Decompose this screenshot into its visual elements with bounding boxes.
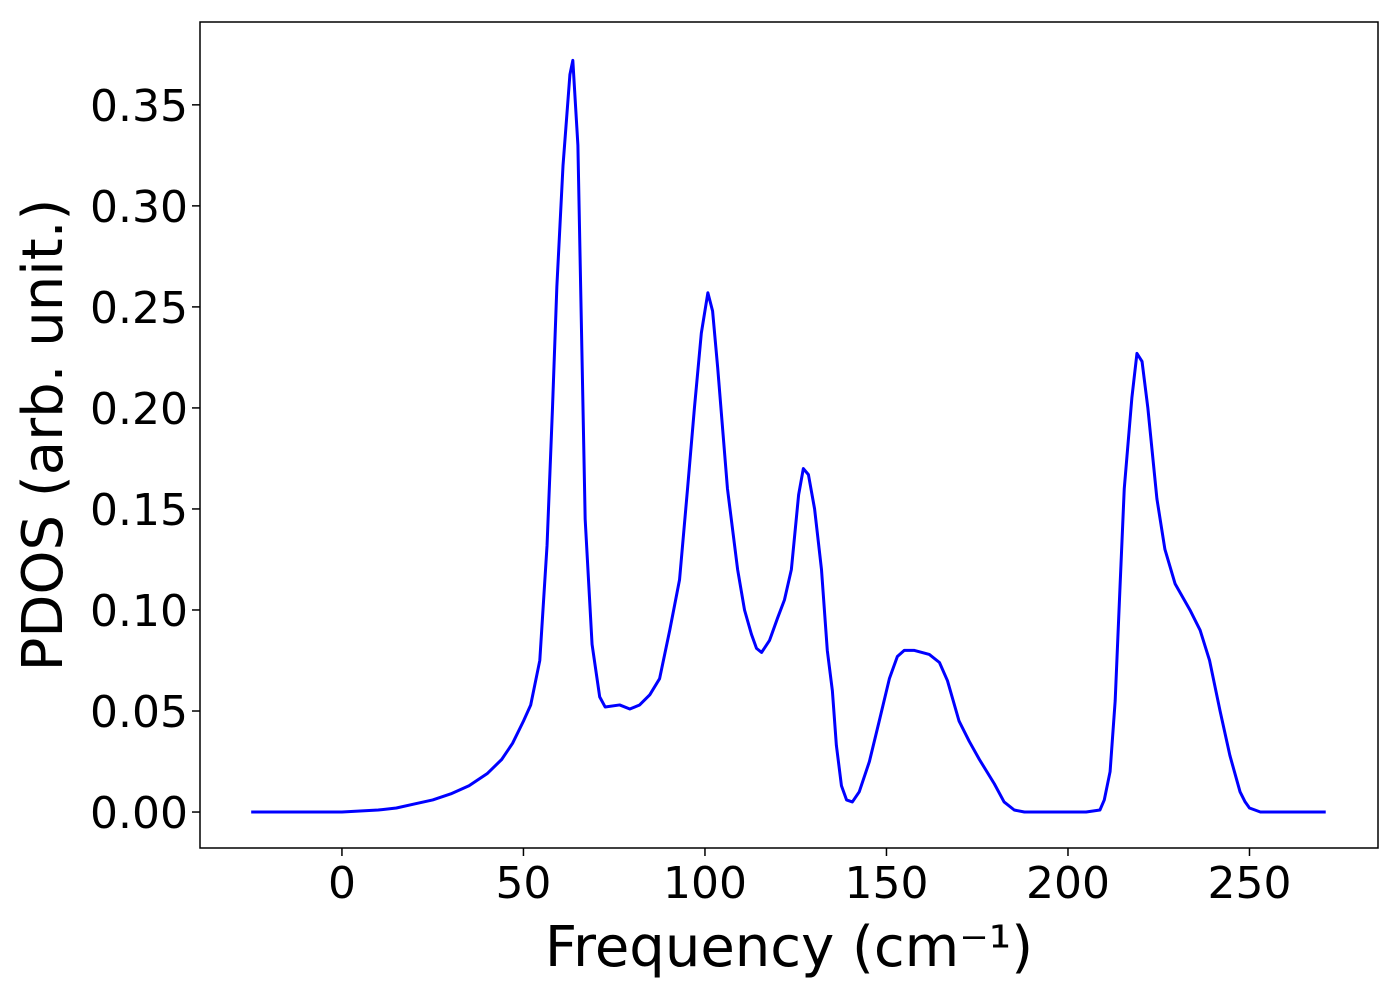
- plot-frame: [199, 21, 1379, 849]
- y-tick-label: 0.35: [90, 81, 188, 132]
- data-line: [251, 58, 1326, 814]
- x-tick-label: 100: [663, 858, 747, 909]
- y-tick-label: 0.10: [90, 586, 188, 637]
- x-tick-label: 250: [1207, 858, 1291, 909]
- y-tick-label: 0.25: [90, 283, 188, 334]
- y-tick-label: 0.30: [90, 182, 188, 233]
- y-tick-label: 0.05: [90, 687, 188, 738]
- x-tick-label: 150: [844, 858, 928, 909]
- x-tick-label: 200: [1026, 858, 1110, 909]
- y-axis-label: PDOS (arb. unit.): [11, 199, 76, 672]
- y-tick-label: 0.15: [90, 485, 188, 536]
- y-tick-label: 0.20: [90, 384, 188, 435]
- y-tick-label: 0.00: [90, 788, 188, 839]
- x-tick-label: 0: [328, 858, 356, 909]
- x-tick-label: 50: [495, 858, 551, 909]
- x-axis-label: Frequency (cm⁻¹): [545, 915, 1033, 980]
